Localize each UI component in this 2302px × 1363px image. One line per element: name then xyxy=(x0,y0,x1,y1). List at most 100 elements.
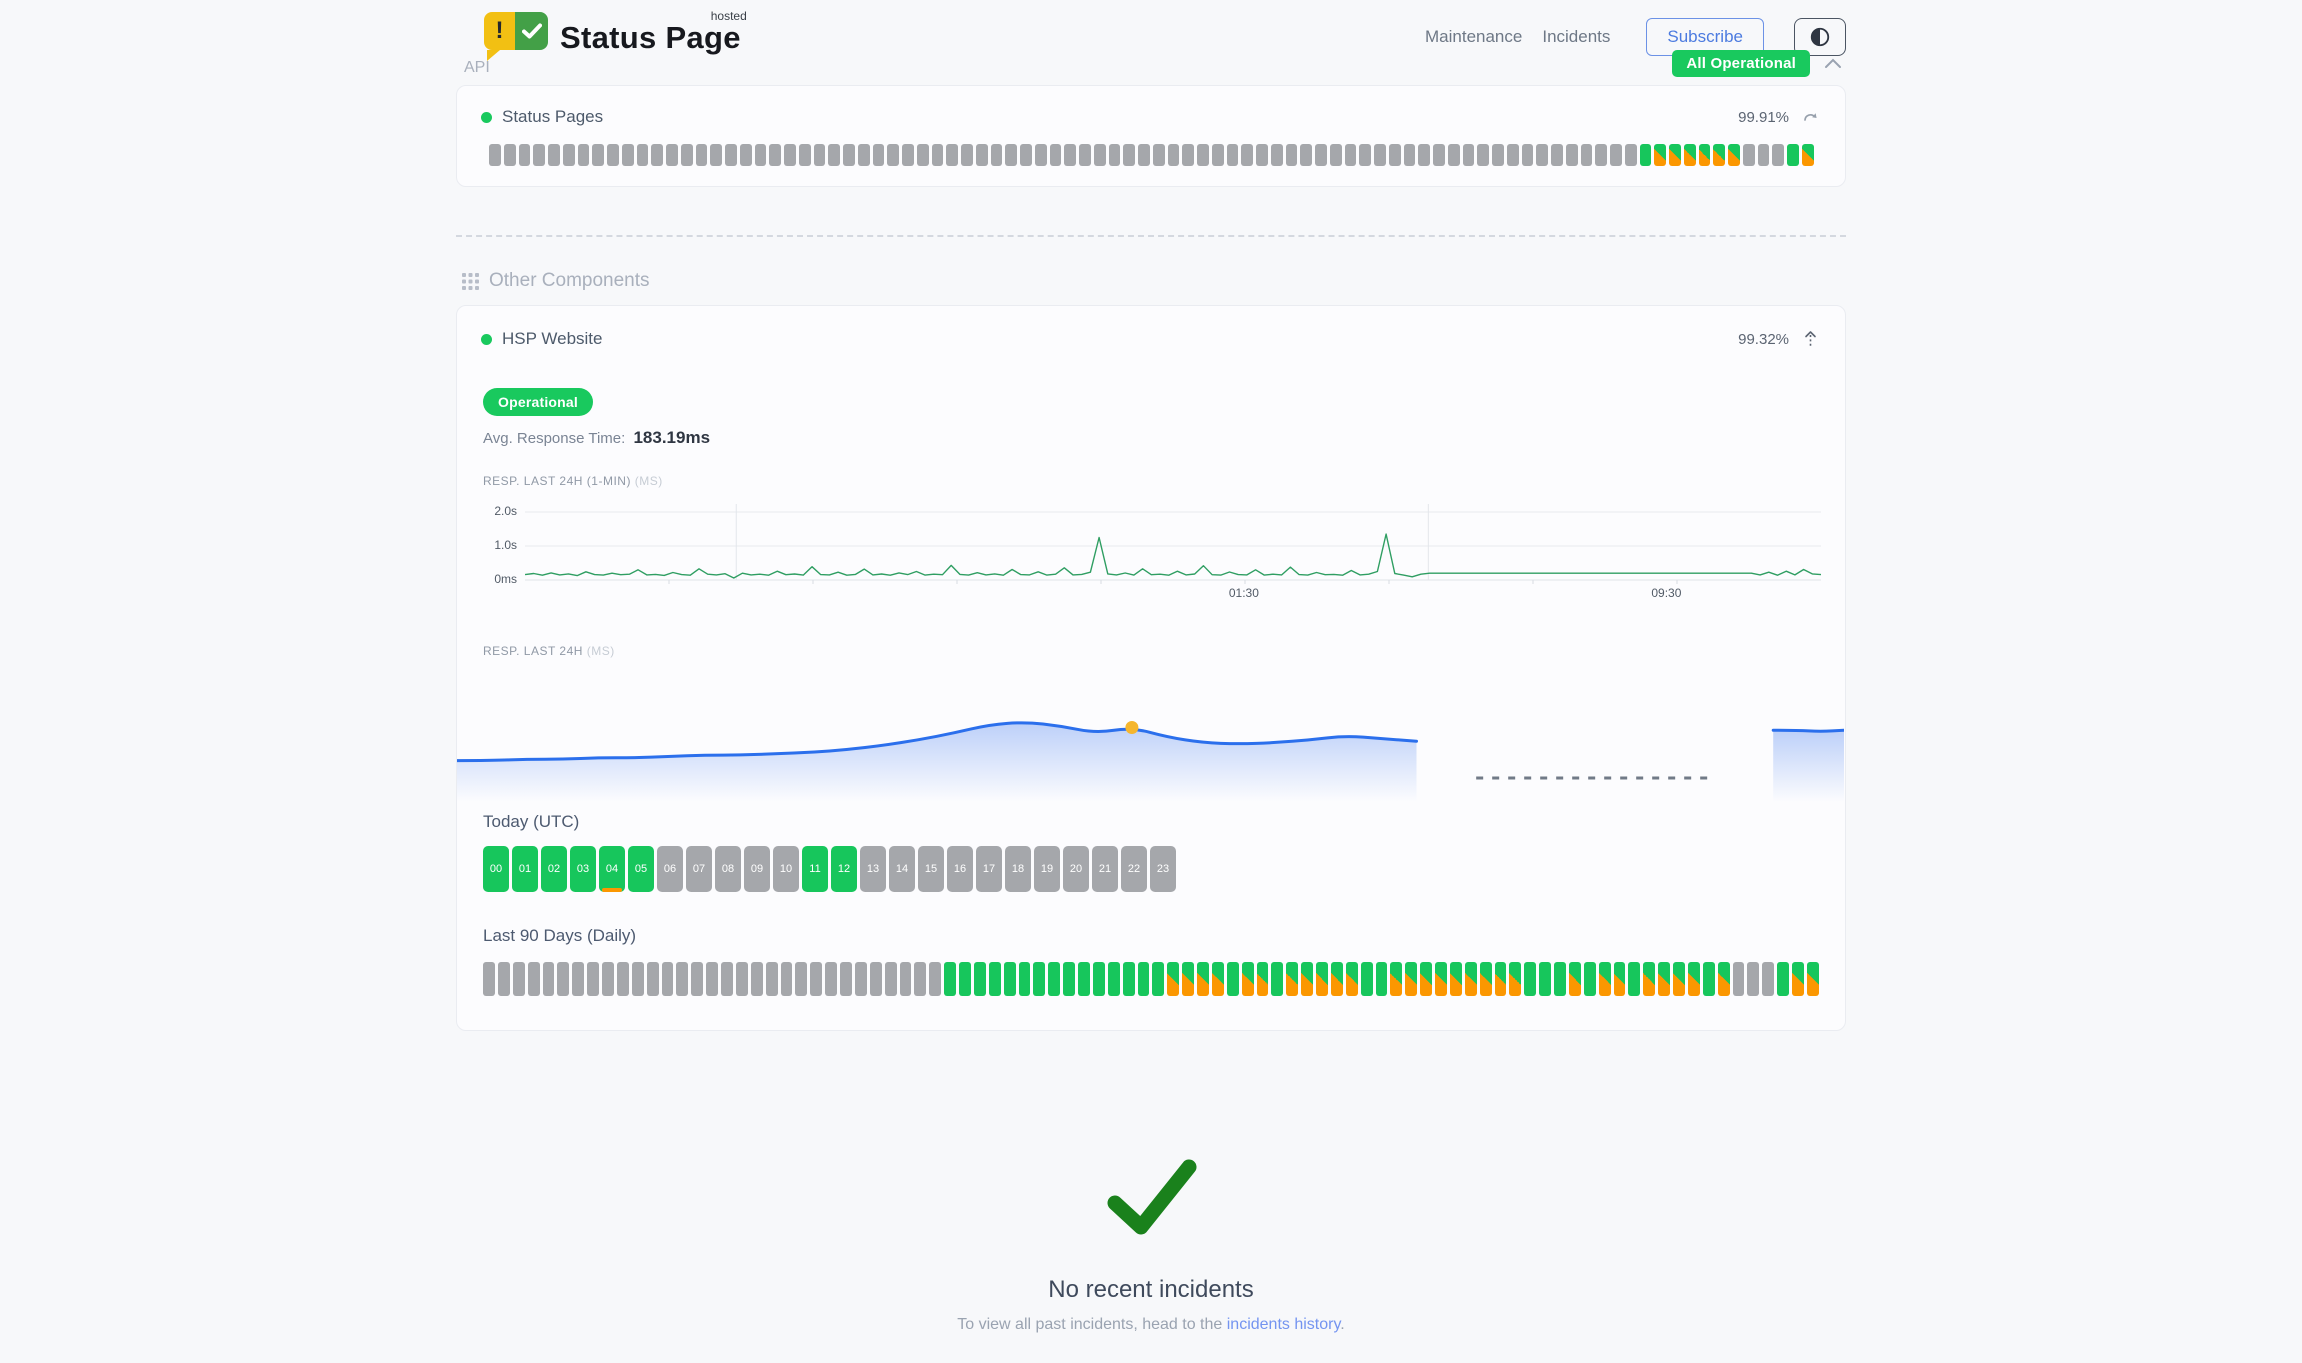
refresh-icon xyxy=(1804,113,1817,121)
uptime-bar xyxy=(1624,144,1637,166)
hour-cell-07: 07 xyxy=(686,846,712,892)
day-bar xyxy=(1494,962,1507,996)
day-bar xyxy=(1241,962,1254,996)
uptime-bars-status-pages xyxy=(481,144,1821,166)
day-bar xyxy=(1182,962,1194,996)
hour-cell-14: 14 xyxy=(889,846,915,892)
uptime-bar xyxy=(843,144,855,166)
arrow-up-icon xyxy=(1804,331,1816,346)
day-bar xyxy=(1673,962,1685,996)
component-row-status-pages[interactable]: Status Pages 99.91% xyxy=(481,104,1821,130)
nav-maintenance[interactable]: Maintenance xyxy=(1425,27,1523,46)
day-bar xyxy=(1360,962,1373,996)
hour-cell-04: 04 xyxy=(599,846,625,892)
uptime-bar xyxy=(1079,144,1091,166)
logo[interactable]: ! hosted Status Page xyxy=(484,9,747,61)
uptime-bar xyxy=(1610,144,1622,166)
uptime-bar xyxy=(1344,144,1357,166)
other-components-heading: Other Components xyxy=(462,269,1846,293)
day-bar xyxy=(1122,962,1135,996)
chart1-plot-area xyxy=(524,500,1822,589)
refresh-button[interactable] xyxy=(1799,106,1821,128)
uptime-bar xyxy=(725,144,737,166)
day-bar xyxy=(1524,962,1537,996)
uptime-bar xyxy=(1403,144,1416,166)
hour-cell-02: 02 xyxy=(541,846,567,892)
hour-cell-03: 03 xyxy=(570,846,596,892)
day-bar xyxy=(676,962,689,996)
day-bar xyxy=(1330,962,1343,996)
day-bar xyxy=(1702,962,1715,996)
day-bar xyxy=(810,962,823,996)
day-bar xyxy=(616,962,629,996)
hour-cell-12: 12 xyxy=(831,846,857,892)
uptime-bar xyxy=(975,144,988,166)
big-check-icon xyxy=(1107,1159,1197,1235)
theme-toggle-button[interactable] xyxy=(1794,18,1846,56)
uptime-bar xyxy=(1595,144,1607,166)
uptime-bar xyxy=(1772,144,1784,166)
day-bar xyxy=(1271,962,1284,996)
uptime-bar xyxy=(1418,144,1430,166)
day-bar xyxy=(1762,962,1775,996)
hour-cell-09: 09 xyxy=(744,846,770,892)
uptime-bar xyxy=(1374,144,1386,166)
uptime-bar xyxy=(902,144,914,166)
day-bar xyxy=(1137,962,1150,996)
day-bar xyxy=(750,962,763,996)
overall-status-badge[interactable]: All Operational xyxy=(1672,50,1810,77)
y-tick-label: 2.0s xyxy=(494,504,517,518)
uptime-bar xyxy=(1742,144,1755,166)
day-bar xyxy=(1092,962,1105,996)
day-bar xyxy=(1316,962,1328,996)
grid-icon xyxy=(462,272,479,290)
day-bar xyxy=(497,962,510,996)
hour-cell-15: 15 xyxy=(918,846,944,892)
nav-links: Maintenance Incidents xyxy=(1425,27,1616,47)
hour-cell-13: 13 xyxy=(860,846,886,892)
uptime-percent: 99.91% xyxy=(1738,108,1789,126)
x-tick-label: 01:30 xyxy=(1228,586,1259,600)
logo-text: hosted Status Page xyxy=(560,9,747,56)
uptime-bar xyxy=(1477,144,1489,166)
chart2-marker-dot xyxy=(1125,721,1139,734)
day-bar xyxy=(602,962,614,996)
component-row-hsp-website[interactable]: HSP Website 99.32% xyxy=(481,326,1821,352)
incidents-history-link[interactable]: incidents history xyxy=(1226,1316,1341,1333)
uptime-bar xyxy=(1315,144,1327,166)
uptime-bar xyxy=(961,144,973,166)
chart1-title: RESP. LAST 24H (1-MIN) xyxy=(483,474,631,488)
subtitle-prefix: To view all past incidents, head to the xyxy=(957,1316,1227,1333)
day-bar xyxy=(944,962,956,996)
uptime-bar xyxy=(739,144,752,166)
day-bar xyxy=(1613,962,1626,996)
day-bar xyxy=(1717,962,1730,996)
uptime-bar xyxy=(1654,144,1666,166)
uptime-bar xyxy=(1359,144,1371,166)
uptime-bar xyxy=(872,144,885,166)
nav-incidents[interactable]: Incidents xyxy=(1542,27,1611,46)
uptime-bar xyxy=(887,144,899,166)
day-bar xyxy=(1449,962,1462,996)
day-bar xyxy=(1435,962,1447,996)
logo-icon: ! xyxy=(484,12,548,61)
uptime-bar xyxy=(621,144,634,166)
day-bar xyxy=(899,962,912,996)
uptime-bar xyxy=(828,144,840,166)
hour-cell-21: 21 xyxy=(1092,846,1118,892)
chart2-title: RESP. LAST 24H xyxy=(483,644,583,658)
hour-cell-06: 06 xyxy=(657,846,683,892)
day-bar xyxy=(1167,962,1180,996)
day-bar xyxy=(1539,962,1551,996)
collapse-toggle[interactable] xyxy=(1822,53,1844,75)
day-bar xyxy=(1078,962,1090,996)
day-bar xyxy=(869,962,882,996)
uptime-bar xyxy=(1713,144,1725,166)
hour-cell-19: 19 xyxy=(1034,846,1060,892)
uptime-bar xyxy=(990,144,1003,166)
trend-button[interactable] xyxy=(1799,328,1821,350)
uptime-bar xyxy=(1005,144,1017,166)
uptime-bar xyxy=(1388,144,1401,166)
uptime-bar xyxy=(1801,144,1814,166)
